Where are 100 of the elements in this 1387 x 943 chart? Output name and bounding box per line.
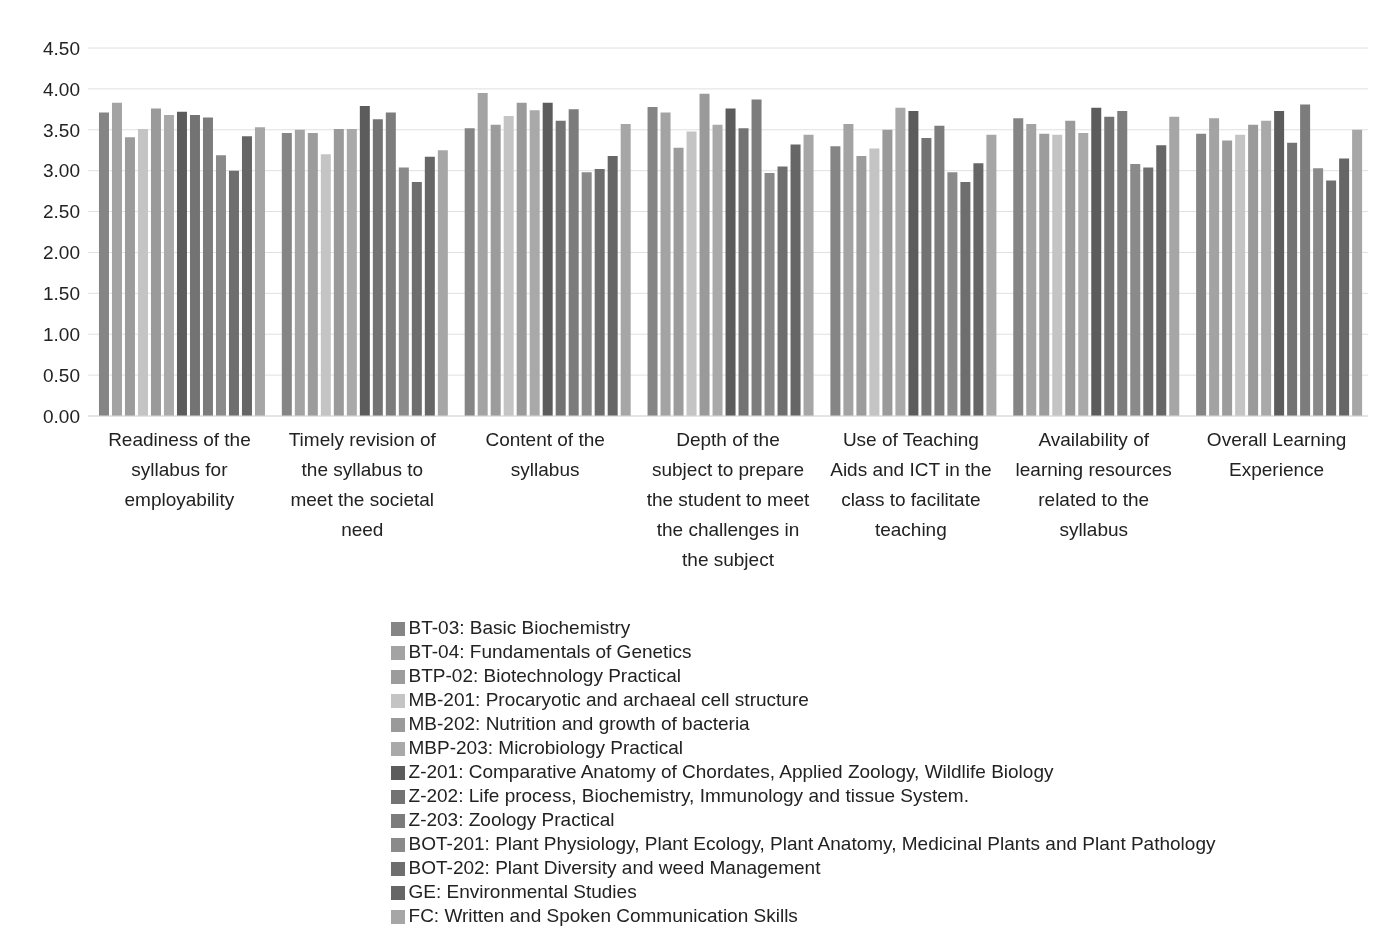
- bar: [241, 136, 252, 416]
- bar: [424, 156, 435, 416]
- bar: [986, 134, 997, 416]
- x-tick-label: Timely revision of the syllabus to meet the societal need: [288, 429, 437, 540]
- y-tick-label: 1.00: [43, 323, 80, 345]
- bar: [202, 117, 213, 416]
- legend-label: BT-03: Basic Biochemistry: [408, 617, 631, 638]
- bar: [503, 115, 514, 416]
- y-tick-label: 1.50: [43, 283, 80, 305]
- y-tick-label: 2.00: [43, 242, 80, 264]
- bar: [281, 133, 292, 416]
- bar: [921, 137, 932, 416]
- bar: [1091, 107, 1102, 416]
- legend-label: MB-201: Procaryotic and archaeal cell structure: [408, 689, 809, 710]
- legend-label: BOT-202: Plant Diversity and weed Management: [408, 857, 821, 878]
- x-tick-label: Content of the syllabus: [485, 429, 605, 480]
- bar: [1013, 118, 1024, 416]
- bar: [150, 108, 161, 416]
- bar: [1156, 145, 1167, 416]
- bar: [607, 155, 618, 416]
- bar: [712, 124, 723, 416]
- y-tick-label: 0.00: [43, 405, 80, 427]
- bar: [1300, 104, 1311, 416]
- bar: [516, 102, 527, 416]
- x-tick-label: Use of Teaching Aids and ICT in the class to facilitate teaching: [830, 429, 992, 540]
- bar: [215, 155, 226, 416]
- bar: [843, 124, 854, 416]
- bar: [228, 170, 239, 416]
- y-tick-label: 4.00: [43, 78, 80, 100]
- bar: [895, 107, 906, 416]
- bar: [764, 173, 775, 416]
- legend-label: Z-201: Comparative Anatomy of Chordates, Applied Zoology, Wildlife Biology: [408, 761, 1054, 782]
- bar: [437, 150, 448, 416]
- bar: [1287, 142, 1298, 416]
- bar: [790, 144, 801, 416]
- y-tick-label: 2.50: [43, 201, 80, 223]
- bar: [581, 172, 592, 416]
- bar: [98, 112, 109, 416]
- bar: [803, 134, 814, 416]
- bar: [1104, 116, 1115, 416]
- bar: [1026, 124, 1037, 416]
- bar: [254, 127, 265, 416]
- legend-label: BT-04: Fundamentals of Genetics: [408, 641, 692, 662]
- bar: [320, 154, 331, 416]
- bar: [1065, 120, 1076, 416]
- legend-label: FC: Written and Spoken Communication Skills: [408, 905, 798, 926]
- bar: [477, 92, 488, 416]
- legend-label: MB-202: Nutrition and growth of bacteria: [408, 713, 750, 734]
- x-tick-label: Availability of learning resources related to the syllabus: [1015, 429, 1172, 540]
- bar: [555, 120, 566, 416]
- bar: [1313, 168, 1324, 416]
- bar: [647, 106, 658, 416]
- bar: [1261, 120, 1272, 416]
- bar: [725, 108, 736, 416]
- bar: [1143, 167, 1154, 416]
- bar: [973, 163, 984, 416]
- bar: [960, 182, 971, 416]
- bar: [673, 147, 684, 416]
- bar: [163, 115, 174, 416]
- bar: [1339, 158, 1350, 416]
- bar: [490, 124, 501, 416]
- legend-label: Z-203: Zoology Practical: [408, 809, 615, 830]
- bar: [908, 110, 919, 416]
- bar: [1235, 134, 1246, 416]
- legend-label: MBP-203: Microbiology Practical: [408, 737, 684, 758]
- legend-label: GE: Environmental Studies: [408, 881, 637, 902]
- bar: [699, 93, 710, 416]
- bar: [542, 102, 553, 416]
- bar: [385, 112, 396, 416]
- bar: [568, 109, 579, 416]
- bar: [686, 131, 697, 416]
- bar: [856, 155, 867, 416]
- bar: [346, 128, 357, 416]
- x-tick-label: Depth of the subject to prepare the student to meet the challenges in the subject: [646, 429, 811, 570]
- bar: [594, 169, 605, 416]
- bar: [1274, 110, 1285, 416]
- bar: [1169, 116, 1180, 416]
- x-tick-label: Readiness of the syllabus for employability: [108, 429, 251, 510]
- y-tick-label: 4.50: [43, 37, 80, 59]
- bar: [307, 133, 318, 416]
- bar: [294, 129, 305, 416]
- bar: [738, 128, 749, 416]
- bar: [1352, 129, 1363, 416]
- bar: [333, 128, 344, 416]
- bar: [1196, 133, 1207, 416]
- bar: [1209, 118, 1220, 416]
- bar: [189, 115, 200, 416]
- legend-label: Z-202: Life process, Biochemistry, Immunology and tissue System.: [408, 785, 969, 806]
- bar: [1117, 110, 1128, 416]
- bar: [751, 99, 762, 416]
- bar: [830, 146, 841, 416]
- bar: [882, 129, 893, 416]
- legend-label: BTP-02: Biotechnology Practical: [408, 665, 682, 686]
- bar: [1222, 140, 1233, 416]
- bar: [660, 112, 671, 416]
- bar: [359, 106, 370, 416]
- bar: [934, 125, 945, 416]
- bar: [398, 167, 409, 416]
- bar: [411, 182, 422, 416]
- bar: [1052, 134, 1063, 416]
